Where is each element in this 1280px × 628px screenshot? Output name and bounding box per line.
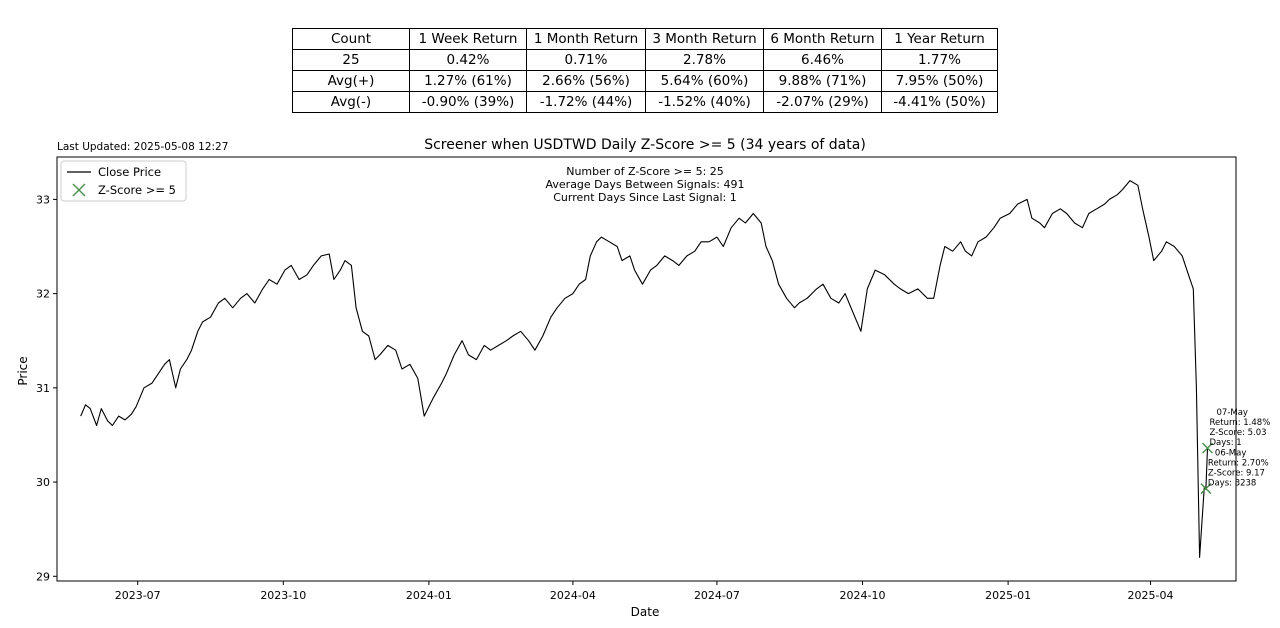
stats-cell: 7.95% (50%): [881, 70, 998, 92]
legend-label-zscore: Z-Score >= 5: [98, 183, 176, 197]
x-tick-label: 2023-07: [115, 589, 161, 602]
stats-cell: -1.72% (44%): [526, 91, 646, 113]
stats-cell: 1.27% (61%): [409, 70, 527, 92]
x-tick-label: 2025-01: [985, 589, 1031, 602]
y-tick-label: 33: [36, 193, 50, 206]
stats-cell: -0.90% (39%): [409, 91, 527, 113]
signal-annotation-text: Days: 1: [1210, 438, 1242, 448]
last-updated-label: Last Updated: 2025-05-08 12:27: [57, 141, 228, 153]
y-tick-label: 31: [36, 382, 50, 395]
stats-header-row: Count 1 Week Return 1 Month Return 3 Mon…: [292, 28, 998, 50]
stats-header-cell: 6 Month Return: [763, 28, 882, 50]
axis-ticks: 29 30 31 32 33 2023-07 2023-10 2024-01 2024-04 20…: [36, 193, 1174, 602]
x-tick-label: 2024-01: [406, 589, 452, 602]
stats-row: Avg(-) -0.90% (39%) -1.72% (44%) -1.52% …: [292, 91, 998, 113]
x-tick-label: 2024-04: [550, 589, 596, 602]
zscore-signal-marker: [1202, 442, 1214, 454]
info-line-2: Average Days Between Signals: 491: [546, 178, 745, 191]
stats-row: Avg(+) 1.27% (61%) 2.66% (56%) 5.64% (60…: [292, 70, 998, 92]
stats-cell: 5.64% (60%): [645, 70, 764, 92]
info-line-3: Current Days Since Last Signal: 1: [553, 191, 736, 204]
signal-annotation-text: Return: 2.70%: [1208, 459, 1269, 469]
legend: Close Price Z-Score >= 5: [60, 160, 187, 202]
x-tick-label: 2024-10: [840, 589, 886, 602]
signal-annotation-text: Z-Score: 5.03: [1210, 428, 1267, 438]
signal-annotation-text: 07-May: [1217, 408, 1248, 418]
y-tick-label: 32: [36, 288, 50, 301]
chart-title: Screener when USDTWD Daily Z-Score >= 5 …: [424, 137, 866, 153]
legend-label-close-price: Close Price: [98, 165, 161, 179]
stats-table: Count 1 Week Return 1 Month Return 3 Mon…: [292, 28, 998, 113]
stats-cell: -1.52% (40%): [645, 91, 764, 113]
signal-annotation-text: 06-May: [1215, 449, 1246, 459]
legend-box: [60, 160, 187, 202]
zscore-marker-stroke: [1202, 442, 1214, 454]
signal-annotation-text: Z-Score: 9.17: [1208, 469, 1265, 479]
stats-cell: 9.88% (71%): [763, 70, 882, 92]
info-line-1: Number of Z-Score >= 5: 25: [566, 165, 724, 178]
stats-cell: Avg(+): [292, 70, 410, 92]
x-tick-label: 2023-10: [260, 589, 306, 602]
x-tick-label: 2025-04: [1128, 589, 1174, 602]
y-axis-label: Price: [16, 356, 30, 385]
signal-annotation-text: Days: 3238: [1208, 479, 1256, 489]
legend-x-marker-icon: [72, 183, 86, 197]
close-price-line: [80, 180, 1209, 558]
stats-cell: Avg(-): [292, 91, 410, 113]
stats-cell: 2.66% (56%): [526, 70, 646, 92]
stats-header-cell: 1 Year Return: [881, 28, 998, 50]
signal-annotation-text: Return: 1.48%: [1210, 418, 1271, 428]
zscore-marker-stroke: [1200, 483, 1212, 495]
y-tick-label: 29: [36, 570, 50, 583]
plot-area-frame: [56, 156, 1237, 582]
x-axis-label: Date: [631, 605, 660, 619]
y-tick-label: 30: [36, 476, 50, 489]
zscore-signal-marker: [1200, 483, 1212, 495]
x-tick-label: 2024-07: [694, 589, 740, 602]
series-layer: [80, 180, 1214, 558]
stats-cell: -4.41% (50%): [881, 91, 998, 113]
